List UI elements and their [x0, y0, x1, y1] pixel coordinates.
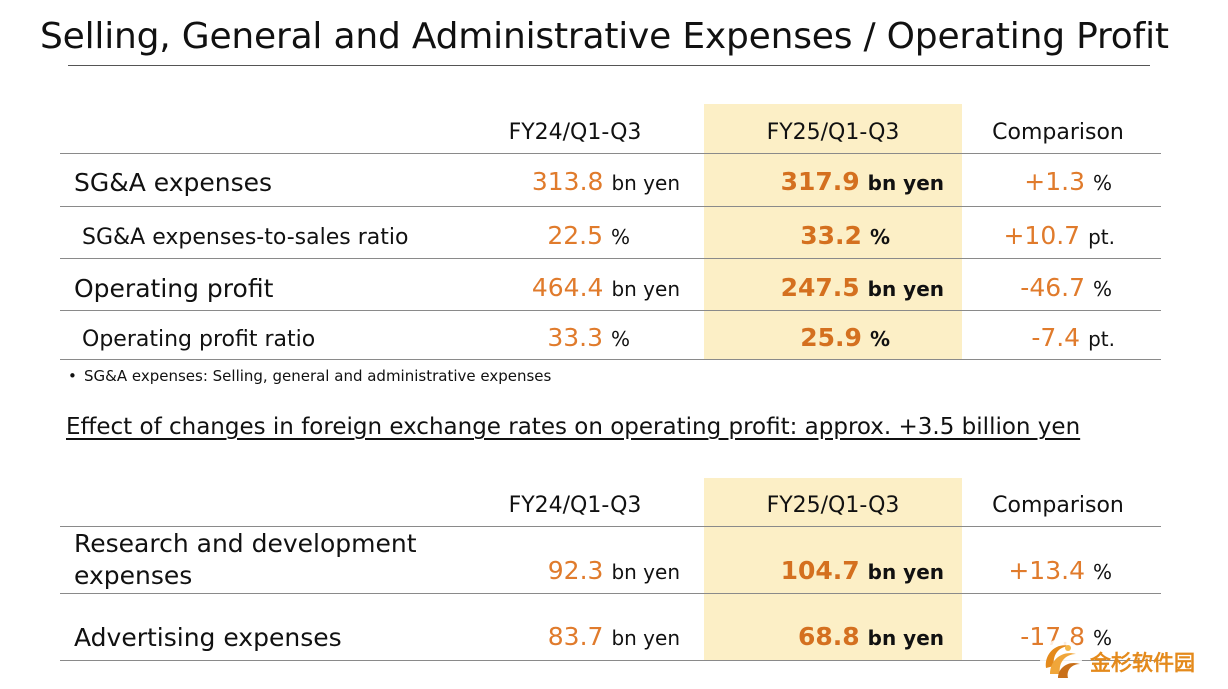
comparison-value: +13.4% — [960, 556, 1112, 585]
swirl-logo-icon — [1036, 636, 1086, 688]
table-rule — [60, 526, 1161, 527]
comparison-unit: pt. — [1088, 225, 1115, 249]
fx-effect-statement: Effect of changes in foreign exchange ra… — [66, 414, 1081, 440]
footnote-text: SG&A expenses: Selling, general and admi… — [84, 367, 552, 385]
fy25-unit: bn yen — [867, 171, 944, 195]
row-label-sga-ratio: SG&A expenses-to-sales ratio — [82, 225, 409, 250]
table-rule — [60, 310, 1161, 311]
comparison-number: -46.7 — [1020, 273, 1085, 302]
header-comparison: Comparison — [992, 120, 1124, 145]
fy25-value: 247.5 bn yen — [700, 273, 944, 302]
row-label-line: Research and development — [74, 529, 417, 558]
row-label-operating-profit: Operating profit — [74, 274, 274, 303]
title-divider — [68, 65, 1150, 66]
fy25-number: 25.9 — [800, 323, 862, 352]
fy25-value: 104.7 bn yen — [700, 556, 944, 585]
comparison-value: -7.4 pt. — [960, 323, 1115, 352]
row-label-sga: SG&A expenses — [74, 168, 273, 197]
table-rule — [60, 593, 1161, 594]
fy25-highlight-column-1 — [704, 104, 962, 360]
fy24-unit: bn yen — [611, 171, 680, 195]
fy24-value: 22.5% — [440, 221, 630, 250]
fy25-number: 33.2 — [800, 221, 862, 250]
watermark-text: 金杉软件园 — [1090, 651, 1195, 675]
table-rule — [60, 153, 1161, 154]
fy24-unit: bn yen — [611, 560, 680, 584]
header-fy25: FY25/Q1-Q3 — [766, 120, 900, 145]
comparison-number: +1.3 — [1024, 167, 1085, 196]
fy25-unit: bn yen — [867, 560, 944, 584]
fy25-value: 317.9 bn yen — [700, 167, 944, 196]
row-label-advertising: Advertising expenses — [74, 623, 342, 652]
header-fy24: FY24/Q1-Q3 — [508, 493, 642, 518]
row-label-line: expenses — [74, 561, 193, 590]
fy25-unit: bn yen — [867, 277, 944, 301]
table-rule — [60, 660, 1161, 661]
fy24-value: 33.3% — [440, 323, 630, 352]
row-label-operating-profit-ratio: Operating profit ratio — [82, 327, 316, 352]
fy24-unit: bn yen — [611, 626, 680, 650]
fy24-number: 33.3 — [547, 323, 603, 352]
comparison-unit: % — [1092, 626, 1112, 650]
fy24-unit: % — [610, 327, 630, 351]
fy24-number: 22.5 — [547, 221, 603, 250]
header-fy25: FY25/Q1-Q3 — [766, 493, 900, 518]
fy25-value: 25.9% — [700, 323, 890, 352]
fy24-number: 313.8 — [531, 167, 604, 196]
comparison-unit: % — [1092, 560, 1112, 584]
comparison-value: -46.7% — [960, 273, 1112, 302]
fy24-number: 83.7 — [547, 622, 604, 651]
comparison-unit: % — [1092, 171, 1112, 195]
table-rule — [60, 258, 1161, 259]
fy25-value: 33.2% — [700, 221, 890, 250]
fy24-value: 464.4 bn yen — [440, 273, 680, 302]
fy25-number: 104.7 — [780, 556, 860, 585]
comparison-number: +13.4 — [1008, 556, 1085, 585]
watermark-logo: 金杉软件园 — [1036, 638, 1222, 686]
comparison-value: +10.7 pt. — [960, 221, 1115, 250]
fy25-number: 68.8 — [797, 622, 860, 651]
comparison-unit: % — [1092, 277, 1112, 301]
fy25-unit: bn yen — [867, 626, 944, 650]
fy24-value: 313.8 bn yen — [440, 167, 680, 196]
comparison-number: -7.4 — [1031, 323, 1081, 352]
comparison-value: +1.3% — [960, 167, 1112, 196]
footnote: • SG&A expenses: Selling, general and adm… — [68, 366, 551, 386]
fy25-unit: % — [869, 327, 890, 351]
table-rule — [60, 359, 1161, 360]
fy24-number: 464.4 — [531, 273, 604, 302]
header-comparison: Comparison — [992, 493, 1124, 518]
table-rule — [60, 206, 1161, 207]
fy25-unit: % — [869, 225, 890, 249]
comparison-unit: pt. — [1088, 327, 1115, 351]
fy25-number: 317.9 — [780, 167, 860, 196]
fy24-unit: % — [610, 225, 630, 249]
footnote-bullet: • — [68, 367, 77, 385]
fy24-value: 92.3 bn yen — [440, 556, 680, 585]
fy25-highlight-column-2 — [704, 478, 962, 661]
page-title: Selling, General and Administrative Expe… — [40, 16, 1169, 57]
fy25-value: 68.8 bn yen — [700, 622, 944, 651]
header-fy24: FY24/Q1-Q3 — [508, 120, 642, 145]
fy25-number: 247.5 — [780, 273, 860, 302]
fy24-value: 83.7 bn yen — [440, 622, 680, 651]
row-label-rd: Research and development expenses — [74, 528, 417, 592]
fy24-number: 92.3 — [547, 556, 604, 585]
comparison-number: +10.7 — [1003, 221, 1081, 250]
fy24-unit: bn yen — [611, 277, 680, 301]
